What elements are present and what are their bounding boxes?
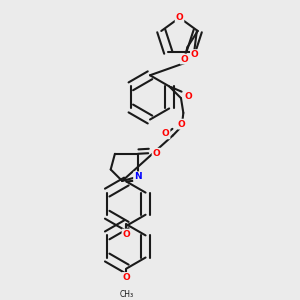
Text: O: O: [178, 120, 186, 129]
Text: O: O: [162, 129, 170, 138]
Text: O: O: [191, 50, 199, 59]
Text: CH₃: CH₃: [119, 290, 134, 299]
Text: O: O: [181, 55, 188, 64]
Text: O: O: [122, 273, 130, 282]
Text: N: N: [134, 172, 142, 181]
Text: O: O: [176, 13, 183, 22]
Text: O: O: [184, 92, 192, 101]
Text: O: O: [122, 230, 130, 238]
Text: O: O: [153, 149, 160, 158]
